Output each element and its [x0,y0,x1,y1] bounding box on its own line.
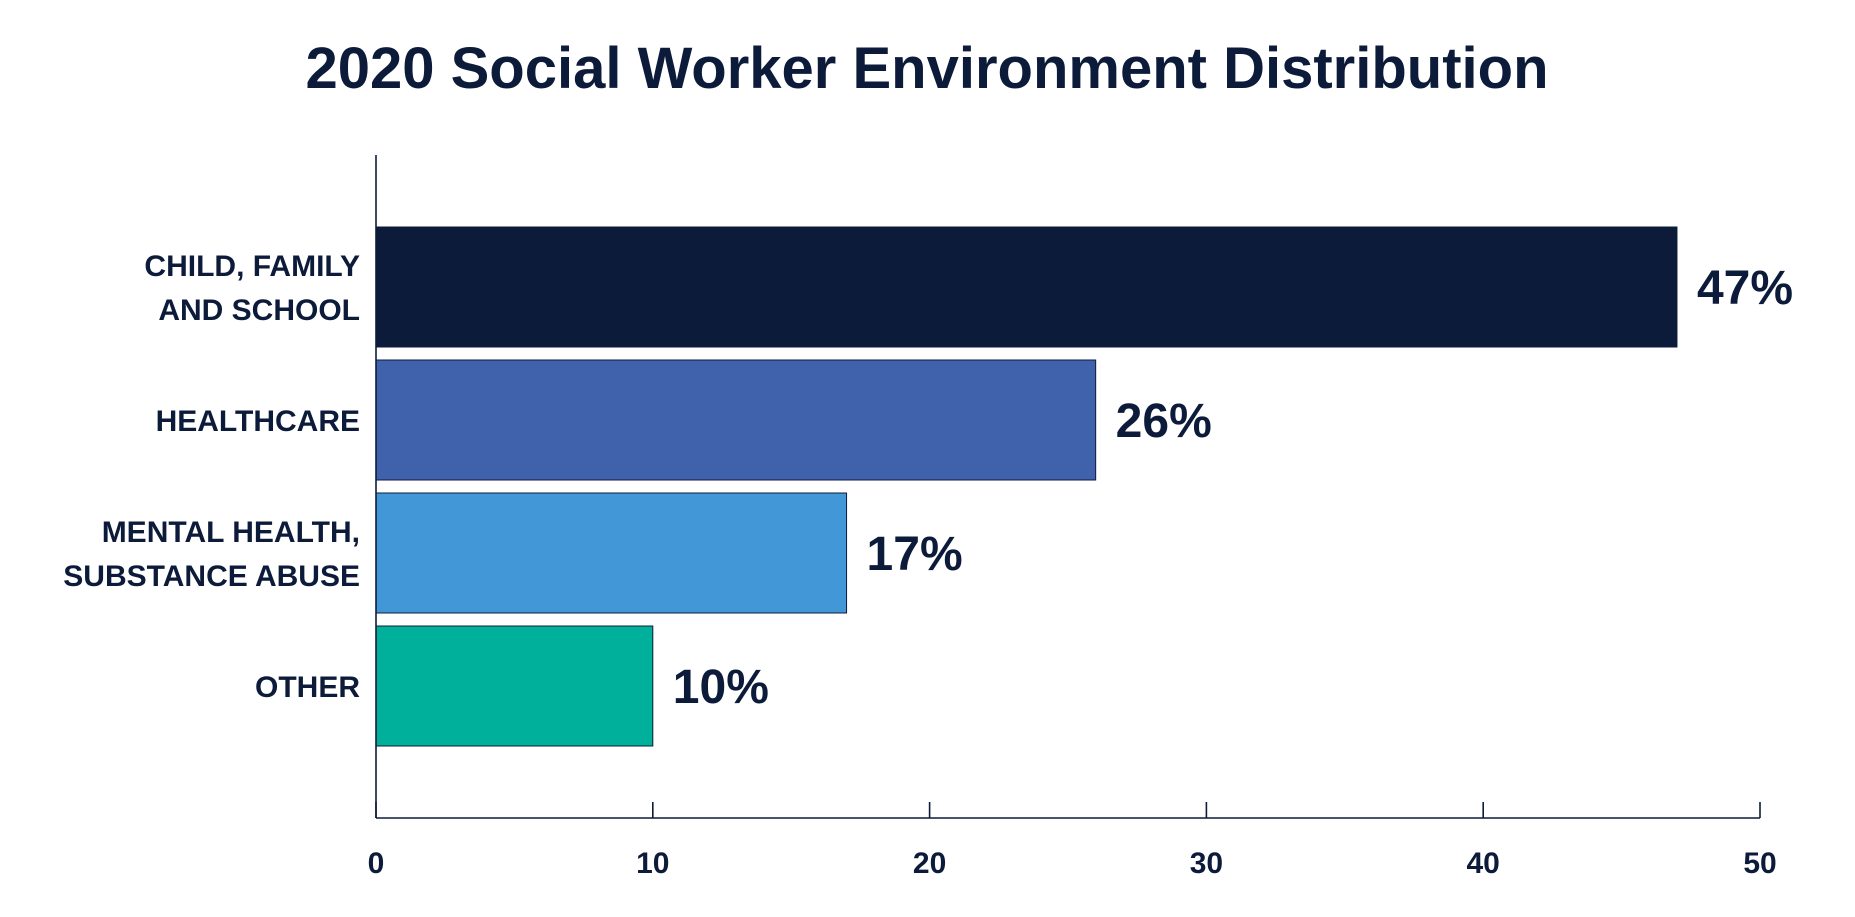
x-tick-label-0: 0 [368,847,385,880]
x-tick-label-2: 20 [913,847,946,880]
category-label-3: OTHER [255,671,360,704]
bar-0 [375,226,1678,348]
category-label-line: SUBSTANCE ABUSE [63,560,360,593]
bar-1 [375,359,1097,481]
x-tick-label-5: 50 [1743,847,1776,880]
category-label-line: CHILD, FAMILY [144,250,360,283]
bar-2 [375,492,848,614]
x-tick-label-4: 40 [1467,847,1500,880]
x-tick-label-1: 10 [636,847,669,880]
category-label-0: CHILD, FAMILY AND SCHOOL [144,250,360,327]
category-label-line: AND SCHOOL [158,294,360,327]
data-label-0: 47% [1697,262,1793,315]
data-label-3: 10% [673,661,769,714]
category-label-1: HEALTHCARE [156,405,360,438]
category-label-line: HEALTHCARE [156,405,360,438]
labels-layer: 47% CHILD, FAMILY AND SCHOOL 26% HEALTHCARE 1… [63,250,1793,714]
data-label-1: 26% [1116,395,1212,448]
axis-layer: 0 10 20 30 40 50 [368,155,1777,880]
category-label-line: OTHER [255,671,360,704]
bars-layer [375,226,1678,747]
chart-title: 2020 Social Worker Environment Distribut… [305,36,1548,101]
bar-3 [375,625,654,747]
category-label-2: MENTAL HEALTH, SUBSTANCE ABUSE [63,516,360,593]
x-tick-label-3: 30 [1190,847,1223,880]
data-label-2: 17% [867,528,963,581]
category-label-line: MENTAL HEALTH, [102,516,360,549]
